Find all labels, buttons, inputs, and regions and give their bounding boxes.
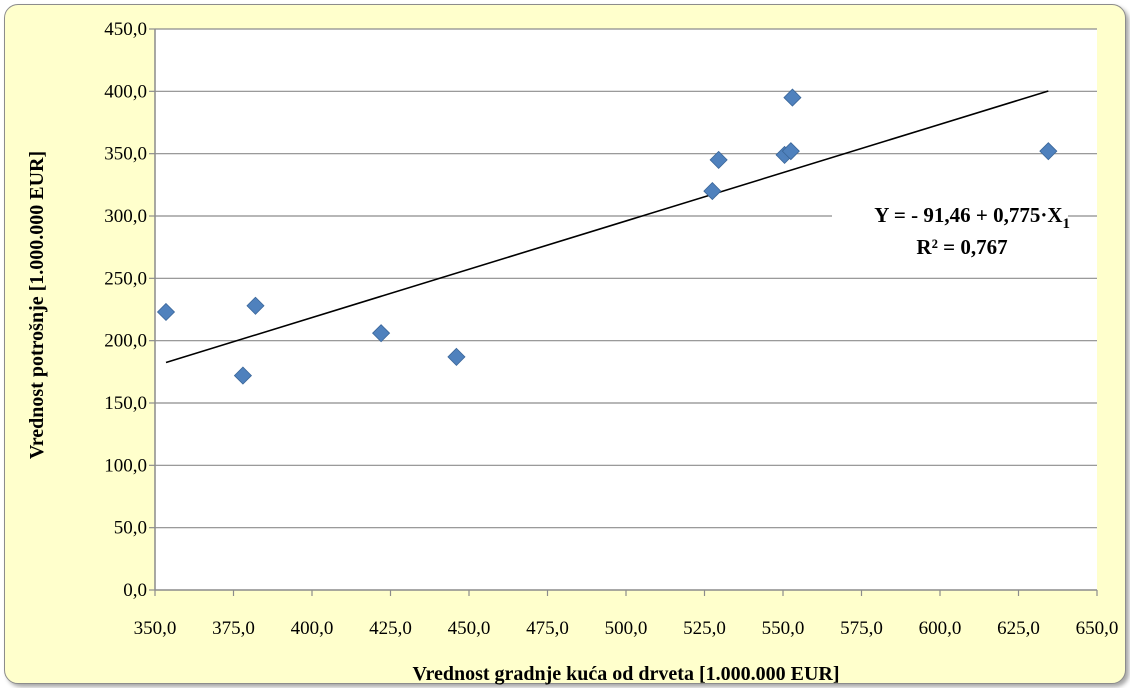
equation-subscript: 1 xyxy=(1063,216,1071,232)
axes xyxy=(149,28,1098,596)
y-tick-label: 400,0 xyxy=(104,81,147,102)
equation-background xyxy=(832,197,1068,265)
plot-area xyxy=(155,29,1097,590)
x-tick-labels: 350,0 375,0 400,0 425,0 450,0 475,0 500,0 525,0… xyxy=(134,618,1119,639)
r-squared-label: R² = 0,767 xyxy=(916,235,1007,259)
data-point xyxy=(246,296,265,315)
data-point xyxy=(709,150,728,169)
y-tick-label: 350,0 xyxy=(104,144,147,165)
y-tick-label: 200,0 xyxy=(104,331,147,352)
x-tick-label: 650,0 xyxy=(1076,618,1119,639)
data-point xyxy=(1039,142,1058,161)
y-tick-label: 250,0 xyxy=(104,268,147,289)
data-point xyxy=(783,88,802,107)
x-tick-label: 375,0 xyxy=(212,618,255,639)
x-tick-label: 550,0 xyxy=(762,618,805,639)
data-point xyxy=(372,324,391,343)
y-tick-label: 300,0 xyxy=(104,206,147,227)
x-axis-title: Vrednost gradnje kuća od drveta [1.000.0… xyxy=(412,663,839,685)
x-tick-label: 450,0 xyxy=(448,618,491,639)
x-tick-label: 425,0 xyxy=(369,618,412,639)
trendline-line xyxy=(165,90,1049,364)
y-tick-labels: 0,0 50,0 100,0 150,0 200,0 250,0 300,0 350,0 400… xyxy=(104,19,147,601)
x-tick-label: 400,0 xyxy=(291,618,334,639)
x-tick-label: 500,0 xyxy=(605,618,648,639)
x-tick-label: 575,0 xyxy=(840,618,883,639)
y-axis-title: Vrednost potrošnje [1.000.000 EUR] xyxy=(26,151,48,459)
y-tick-label: 450,0 xyxy=(104,19,147,40)
y-tick-label: 100,0 xyxy=(104,455,147,476)
x-tick-label: 475,0 xyxy=(526,618,569,639)
data-point xyxy=(447,347,466,366)
x-tick-label: 350,0 xyxy=(134,618,177,639)
trendline xyxy=(165,90,1049,364)
y-tick-label: 150,0 xyxy=(104,393,147,414)
data-point xyxy=(703,182,722,201)
data-points xyxy=(156,88,1058,385)
x-tick-label: 625,0 xyxy=(997,618,1040,639)
y-tick-label: 50,0 xyxy=(114,518,147,539)
data-point xyxy=(233,366,252,385)
x-tick-label: 525,0 xyxy=(683,618,726,639)
x-tick-label: 600,0 xyxy=(919,618,962,639)
data-point xyxy=(781,142,800,161)
trendline-equation: Y = - 91,46 + 0,775·X1 xyxy=(874,203,1070,232)
y-tick-label: 0,0 xyxy=(123,580,147,601)
data-point xyxy=(156,302,176,322)
